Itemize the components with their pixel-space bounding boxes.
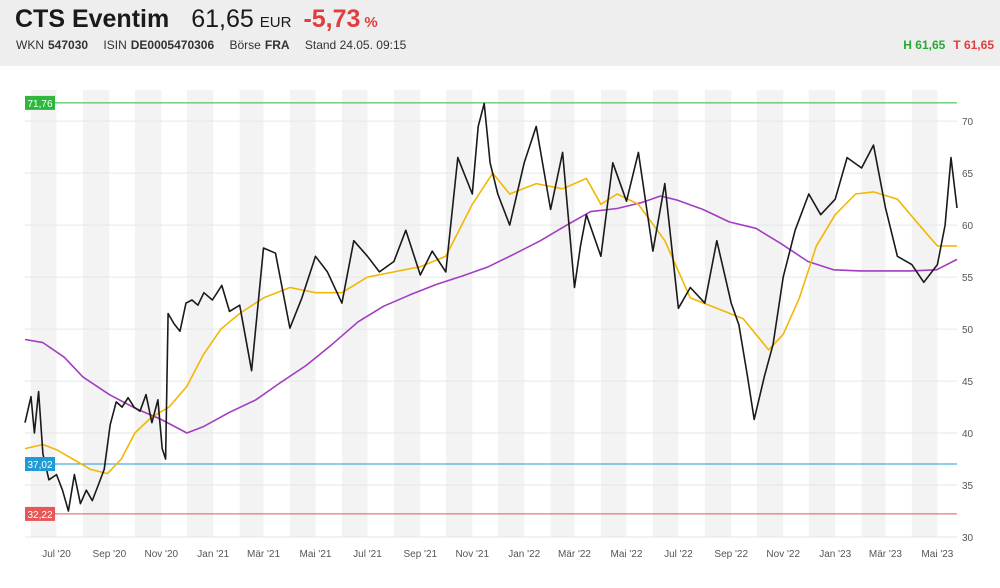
level-label: 32,22 <box>27 510 52 521</box>
y-tick-label: 60 <box>962 221 974 232</box>
wkn-label: WKN <box>16 38 44 52</box>
x-tick-label: Sep '21 <box>403 549 437 560</box>
y-tick-label: 65 <box>962 169 974 180</box>
ma-long-line <box>24 195 958 434</box>
price-change-unit: % <box>364 14 378 31</box>
level-label-box <box>25 457 55 472</box>
x-tick-label: Jan '21 <box>197 549 229 560</box>
month-band <box>186 90 214 537</box>
month-band <box>600 90 627 537</box>
title-row: CTS Eventim 61,65 EUR -5,73 % <box>15 5 378 34</box>
level-label-box <box>25 95 55 110</box>
currency: EUR <box>259 14 292 31</box>
y-tick-label: 50 <box>962 325 974 336</box>
instrument-meta: WKN 547030 ISIN DE0005470306 Börse FRA Stan… <box>16 38 406 52</box>
quote-header: CTS Eventim 61,65 EUR -5,73 % WKN 547030 … <box>0 0 1000 66</box>
level-label: 37,02 <box>27 460 52 471</box>
isin-label: ISIN <box>103 38 127 52</box>
x-tick-label: Jan '22 <box>508 549 540 560</box>
month-band <box>497 90 525 537</box>
month-band <box>861 90 886 537</box>
level-label: 71,76 <box>27 99 52 110</box>
exchange-label: Börse <box>229 38 261 52</box>
y-tick-label: 35 <box>962 481 974 492</box>
month-band <box>445 90 473 537</box>
x-tick-label: Mär '21 <box>247 549 280 560</box>
price-chart: 30 35 40 45 50 55 60 65 70 Jul '20 Sep '20 Nov '20 J… <box>24 90 974 560</box>
x-tick-label: Sep '22 <box>714 549 748 560</box>
month-band <box>289 90 316 537</box>
instrument-name: CTS Eventim <box>15 5 170 33</box>
x-tick-label: Mär '23 <box>869 549 902 560</box>
wkn-value: 547030 <box>48 38 89 52</box>
price-line <box>24 102 958 512</box>
exchange-value: FRA <box>264 38 290 52</box>
y-tick-label: 55 <box>962 273 974 284</box>
x-tick-label: Jul '21 <box>353 549 382 560</box>
day-low: T 61,65 <box>953 38 994 52</box>
x-tick-label: Sep '20 <box>93 549 127 560</box>
month-band <box>550 90 575 537</box>
day-high: H 61,65 <box>903 38 946 52</box>
month-band <box>393 90 421 537</box>
month-band <box>239 90 264 537</box>
high-low: H 61,65 T 61,65 <box>903 38 994 52</box>
y-tick-label: 70 <box>962 117 974 128</box>
x-tick-label: Jul '20 <box>42 549 71 560</box>
x-tick-label: Nov '22 <box>766 549 800 560</box>
x-tick-label: Mai '22 <box>610 549 642 560</box>
month-band <box>652 90 679 537</box>
isin-value: DE0005470306 <box>130 38 215 52</box>
month-band <box>704 90 732 537</box>
x-tick-label: Jan '23 <box>819 549 851 560</box>
timestamp: Stand 24.05. 09:15 <box>304 38 407 52</box>
last-price: 61,65 <box>191 5 254 33</box>
x-tick-label: Jul '22 <box>664 549 693 560</box>
x-tick-label: Nov '20 <box>145 549 179 560</box>
x-tick-label: Mai '21 <box>300 549 332 560</box>
month-band <box>756 90 784 537</box>
ma-short-line <box>24 172 957 475</box>
level-label-box <box>25 506 55 521</box>
x-tick-label: Nov '21 <box>455 549 489 560</box>
month-band <box>911 90 938 537</box>
y-tick-label: 40 <box>962 429 974 440</box>
month-band <box>134 90 162 537</box>
x-tick-label: Mai '23 <box>921 549 953 560</box>
month-band <box>341 90 368 537</box>
y-tick-label: 45 <box>962 377 974 388</box>
y-tick-label: 30 <box>962 533 974 544</box>
month-band <box>808 90 836 537</box>
x-tick-label: Mär '22 <box>558 549 591 560</box>
price-change: -5,73 <box>303 5 361 33</box>
